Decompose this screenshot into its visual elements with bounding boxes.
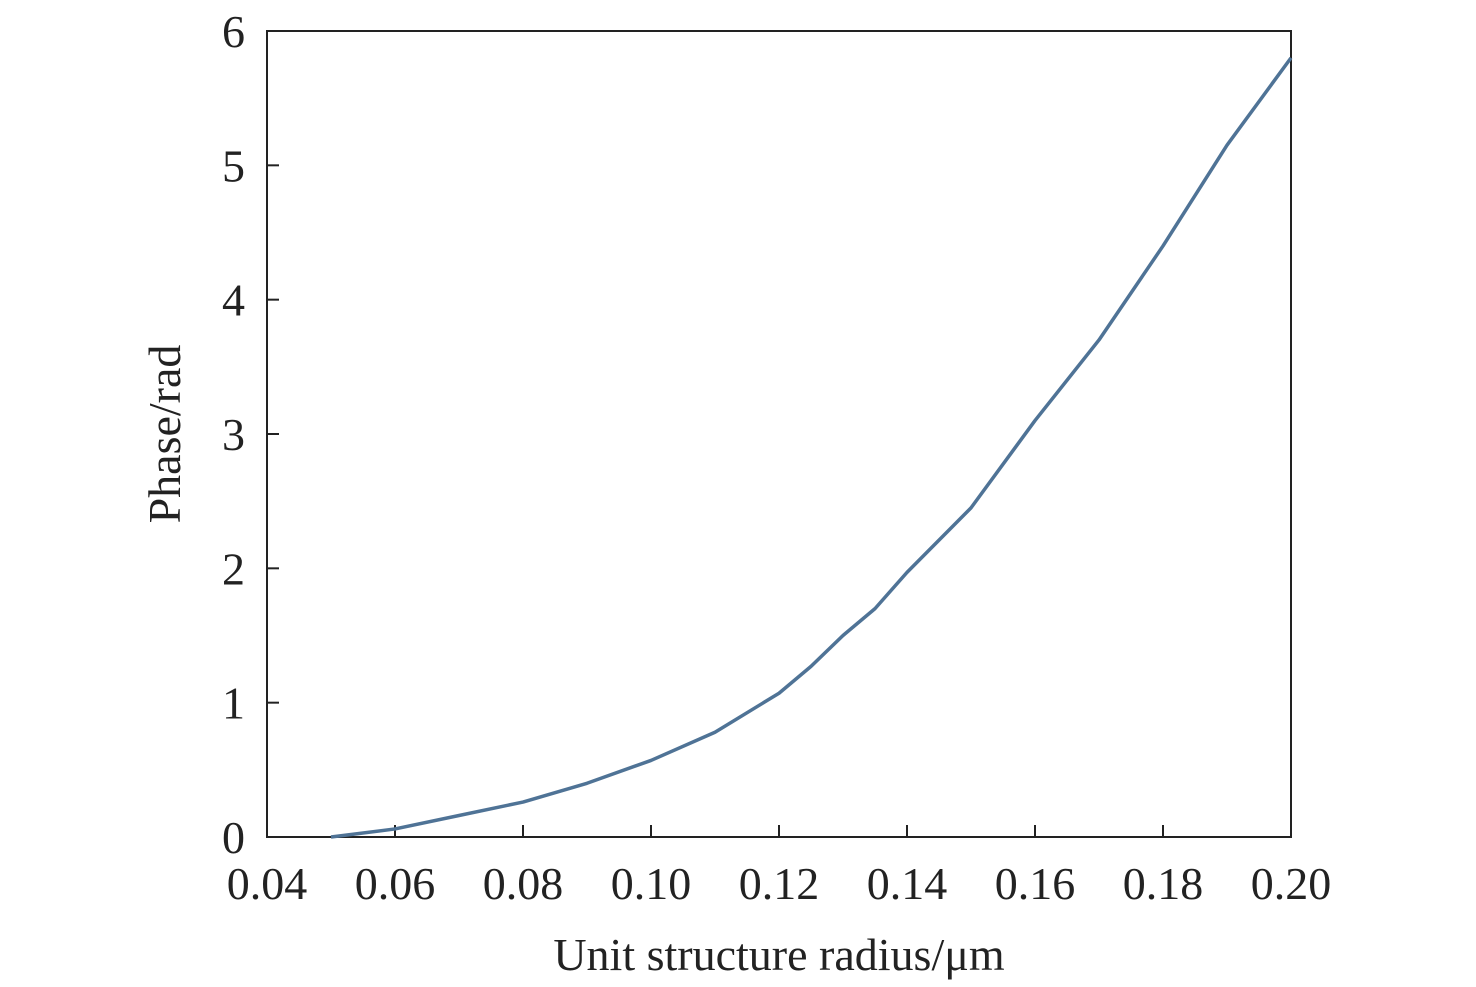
x-tick-label: 0.20 (1251, 858, 1332, 909)
x-tick-label: 0.12 (739, 858, 820, 909)
y-tick-label: 2 (222, 543, 245, 594)
y-tick-label: 1 (222, 678, 245, 729)
y-tick-label: 5 (222, 140, 245, 191)
data-line (330, 56, 1293, 839)
x-tick-label: 0.10 (611, 858, 692, 909)
y-tick-label: 3 (222, 409, 245, 460)
x-tick-label: 0.06 (355, 858, 436, 909)
x-axis-label: Unit structure radius/μm (553, 929, 1005, 980)
y-axis-label: Phase/rad (139, 345, 190, 524)
y-tick-label: 0 (222, 812, 245, 863)
x-tick-label: 0.04 (227, 858, 308, 909)
plot-frame (266, 30, 1292, 838)
x-tick-label: 0.18 (1123, 858, 1204, 909)
x-tick-label: 0.14 (867, 858, 948, 909)
y-tick-label: 4 (222, 275, 245, 326)
x-tick-label: 0.08 (483, 858, 564, 909)
x-tick-label: 0.16 (995, 858, 1076, 909)
y-tick-label: 6 (222, 6, 245, 57)
